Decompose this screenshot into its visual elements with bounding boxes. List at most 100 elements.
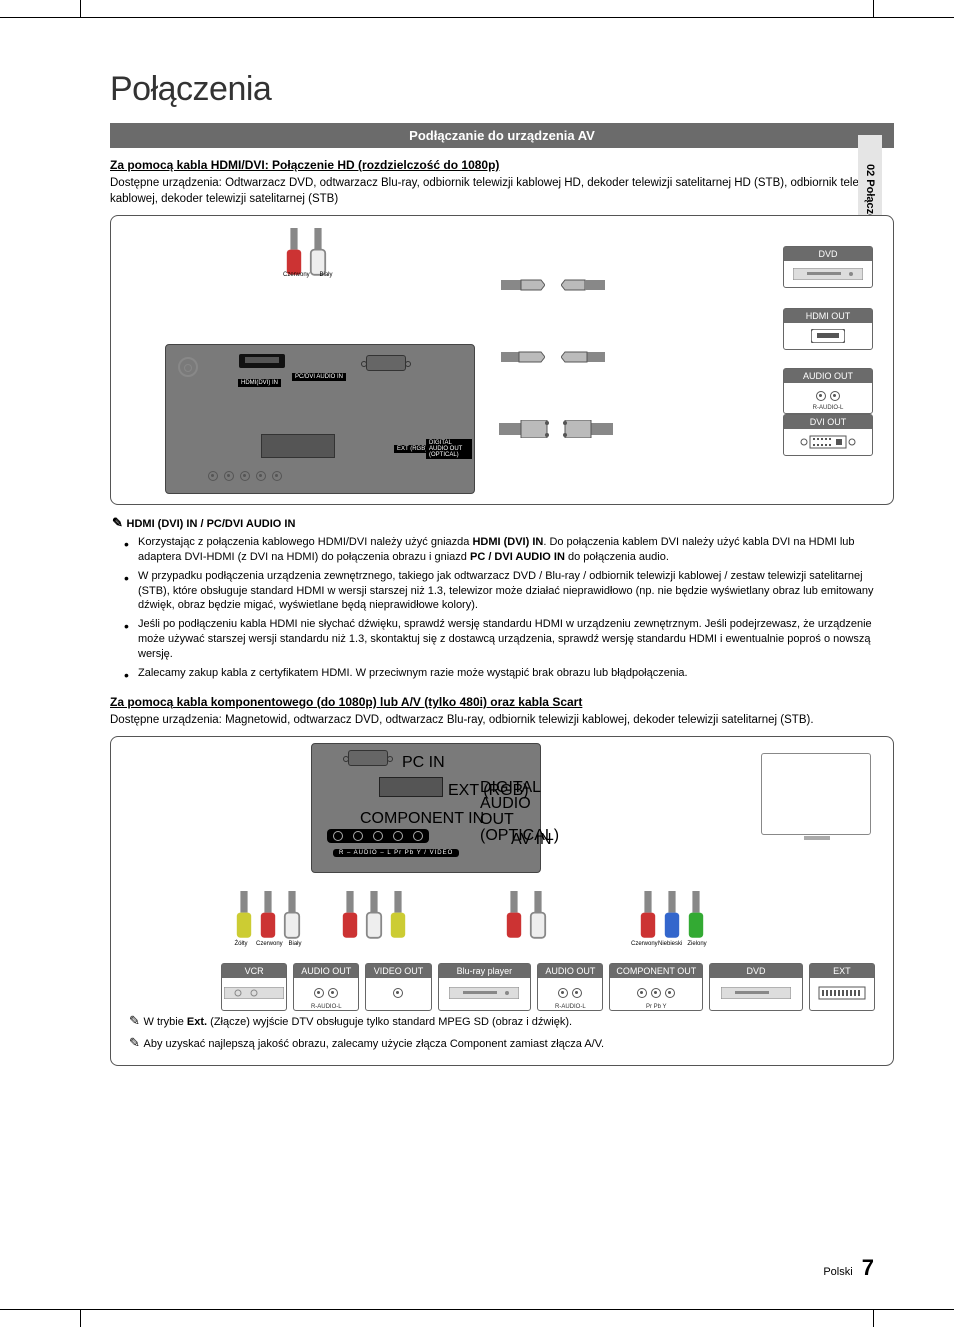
scart-icon [810, 978, 874, 1008]
digital-out-label: DIGITAL AUDIO OUT (OPTICAL) [426, 439, 472, 459]
ext-box: EXT [809, 963, 875, 1011]
pc-in-port-icon [366, 355, 406, 371]
component-jack-icon [256, 471, 266, 481]
red-label: Czerwony [631, 941, 655, 947]
jack-icon [830, 391, 840, 401]
hdmi-plug-icon [501, 278, 545, 292]
jack-icon [413, 831, 423, 841]
audio-out-label: AUDIO OUT [294, 964, 358, 978]
blue-label: Niebieski [658, 941, 682, 947]
component-jack-icon [208, 471, 218, 481]
component-intro: Dostępne urządzenia: Magnetowid, odtwarz… [110, 713, 894, 729]
jack-icon [333, 831, 343, 841]
page-title: Połączenia [110, 70, 894, 109]
device-row: VCR AUDIO OUT R-AUDIO-L VIDEO OUT Blu-ra… [221, 963, 875, 1011]
rca-red-label: Czerwony [283, 272, 309, 278]
rca-plug-labels: Czerwony Biały [283, 272, 339, 278]
section-heading-bar: Podłączanie do urządzenia AV [110, 123, 894, 148]
dvd-icon [710, 978, 802, 1008]
footnote-1: W trybie Ext. (Złącze) wyjście DTV obsłu… [129, 1013, 883, 1029]
jack-icon [637, 988, 647, 998]
component-out-label: COMPONENT OUT [610, 964, 702, 978]
bluray-icon [439, 978, 531, 1008]
component-jack-icon [224, 471, 234, 481]
white-label: Biały [283, 941, 307, 947]
tv-back-panel: HDMI(DVI) IN PC/DVI AUDIO IN EXT (RGB) D… [165, 344, 475, 494]
manual-page: 02 Połączenia Połączenia Podłączanie do … [0, 0, 954, 1327]
rca-plug-icon [529, 891, 547, 945]
dvi-out-box: DVI OUT [783, 414, 873, 456]
audio-row-label: R – AUDIO – L Pr Pb Y / VIDEO [333, 849, 459, 857]
audio-out-box-2: AUDIO OUT R-AUDIO-L [537, 963, 603, 1011]
avin-port-label: AV IN [511, 831, 552, 849]
antenna-port-icon [178, 357, 198, 377]
hdmi-plug-icon [561, 350, 605, 364]
dvd-box: DVD [709, 963, 803, 1011]
rca-white-plug-icon [283, 891, 301, 945]
rca-plug-icon [505, 891, 523, 945]
vcr-box: VCR [221, 963, 287, 1011]
hdmi-out-box: HDMI OUT [783, 308, 873, 350]
footnote-2: Aby uzyskać najlepszą jakość obrazu, zal… [129, 1035, 883, 1051]
jack-icon [314, 988, 324, 998]
audio-out-sublabel: R-AUDIO-L [784, 405, 872, 413]
hdmi-port-label: HDMI(DVI) IN [238, 379, 281, 387]
bullet-item: W przypadku podłączenia urządzenia zewnę… [138, 569, 894, 614]
plug-group-tv-audio [341, 891, 407, 945]
page-number: 7 [862, 1255, 874, 1280]
dvi-plug-icon [563, 420, 613, 443]
rca-yellow-plug-icon [235, 891, 253, 945]
scart-port-icon [261, 434, 335, 458]
jack-icon [393, 831, 403, 841]
audio-sub-label: R-AUDIO-L [294, 1004, 358, 1010]
video-out-label: VIDEO OUT [366, 964, 430, 978]
plug-labels-av: Żółty Czerwony Biały [229, 941, 307, 947]
hdmi-note-heading: HDMI (DVI) IN / PC/DVI AUDIO IN [112, 515, 894, 531]
hdmi-intro: Dostępne urządzenia: Odtwarzacz DVD, odt… [110, 176, 894, 207]
dvi-out-label: DVI OUT [784, 415, 872, 429]
component-out-box: COMPONENT OUT Pr Pb Y [609, 963, 703, 1011]
ext-port-label: EXT (RGB) [394, 445, 430, 453]
video-out-box: VIDEO OUT [365, 963, 431, 1011]
plug-labels-component: Czerwony Niebieski Zielony [631, 941, 709, 947]
pcdvi-port-label: PC/DVI AUDIO IN [292, 373, 346, 381]
dvi-plug-icon [499, 420, 549, 443]
rca-green-plug-icon [687, 891, 705, 945]
rca-white-label: Biały [313, 272, 339, 278]
plug-group-component [639, 891, 705, 945]
pcin-port-label: PC IN [402, 754, 445, 772]
component-connection-diagram: PC IN EXT (RGB) DIGITAL AUDIO OUT (OPTIC… [110, 736, 894, 1066]
jack-icon [816, 391, 826, 401]
audio-out-label: AUDIO OUT [538, 964, 602, 978]
jack-icon [393, 988, 403, 998]
vcr-icon [222, 978, 286, 1008]
hdmi-bullet-list: Korzystając z połączenia kablowego HDMI/… [110, 535, 894, 681]
bullet-item: Jeśli po podłączeniu kabla HDMI nie słyc… [138, 617, 894, 662]
jack-icon [353, 831, 363, 841]
page-footer: Polski 7 [823, 1255, 874, 1281]
jack-icon [651, 988, 661, 998]
jack-icon [328, 988, 338, 998]
dvd-device-icon [784, 261, 872, 287]
rca-plug-icon [389, 891, 407, 945]
scart-port-icon [379, 777, 443, 797]
yellow-label: Żółty [229, 941, 253, 947]
audio-out-label: AUDIO OUT [784, 369, 872, 383]
audio-out-box: AUDIO OUT R-AUDIO-L [783, 368, 873, 414]
component-subheading: Za pomocą kabla komponentowego (do 1080p… [110, 695, 894, 709]
vcr-label: VCR [222, 964, 286, 978]
jack-icon [373, 831, 383, 841]
component-jack-row [327, 829, 429, 843]
crop-marks-bottom [0, 1309, 954, 1327]
component-jack-icon [240, 471, 250, 481]
dvi-out-port-icon [784, 429, 872, 455]
hdmi-plug-icon [501, 350, 545, 364]
component-sub-label: Pr Pb Y [610, 1004, 702, 1010]
audio-out-box: AUDIO OUT R-AUDIO-L [293, 963, 359, 1011]
bullet-item: Zalecamy zakup kabla z certyfikatem HDMI… [138, 666, 894, 681]
component-in-label: COMPONENT IN [360, 810, 484, 828]
red-label: Czerwony [256, 941, 280, 947]
jack-icon [572, 988, 582, 998]
hdmi-subheading: Za pomocą kabla HDMI/DVI: Połączenie HD … [110, 158, 894, 172]
plug-group-av [235, 891, 301, 945]
